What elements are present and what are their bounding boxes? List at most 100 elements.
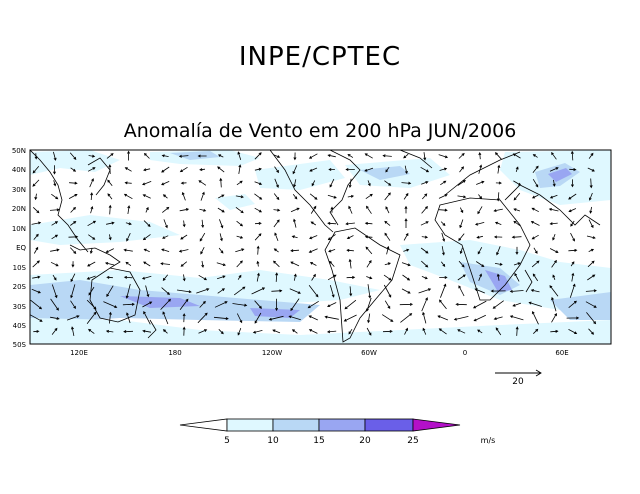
colorbar-segment-gt25 xyxy=(412,418,461,432)
wind-vector-arrow xyxy=(86,299,97,310)
wind-vector-arrow xyxy=(123,275,133,279)
wind-vector-arrow xyxy=(512,302,522,307)
wind-vector-arrow xyxy=(235,206,244,214)
wind-vector-arrow xyxy=(180,181,187,185)
wind-vector-arrow xyxy=(588,248,595,252)
madagascar xyxy=(524,269,533,293)
wind-vector-arrow xyxy=(271,289,283,293)
wind-vector-arrow xyxy=(31,221,42,225)
wind-vector-arrow xyxy=(32,260,40,268)
wind-vector-arrow xyxy=(441,232,446,242)
wind-vector-arrow xyxy=(420,247,429,254)
wind-vector-arrow xyxy=(528,301,542,307)
wind-vector-arrow xyxy=(310,221,317,226)
wind-vector-arrow xyxy=(181,191,186,201)
wind-vector-arrow xyxy=(586,312,597,325)
wind-vector-arrow xyxy=(87,167,96,172)
wind-vector-arrow xyxy=(324,315,339,320)
wind-vector-arrow xyxy=(440,180,447,186)
lat-label-10n: 10N xyxy=(12,225,26,233)
wind-vector-arrow xyxy=(88,286,95,296)
wind-vector-arrow xyxy=(106,285,114,298)
wind-vectors xyxy=(30,150,597,336)
wind-vector-arrow xyxy=(272,329,281,334)
wind-vector-arrow xyxy=(51,284,58,299)
wind-vector-arrow xyxy=(329,284,335,298)
wind-vector-arrow xyxy=(182,326,186,336)
wind-vector-arrow xyxy=(289,288,301,294)
wind-vector-arrow xyxy=(254,300,262,309)
wind-vector-arrow xyxy=(346,235,354,239)
wind-vector-arrow xyxy=(421,260,429,268)
wind-vector-arrow xyxy=(237,151,242,161)
wind-vector-arrow xyxy=(236,235,244,239)
wind-vector-arrow xyxy=(347,153,354,158)
wind-vector-arrow xyxy=(254,233,262,241)
wind-vector-arrow xyxy=(589,206,593,214)
wind-vector-arrow xyxy=(478,273,482,281)
lon-label-120e: 120E xyxy=(70,349,88,357)
wind-vector-arrow xyxy=(514,272,520,282)
wind-vector-arrow xyxy=(366,259,372,268)
wind-vector-arrow xyxy=(549,248,559,253)
wind-vector-arrow xyxy=(366,205,372,214)
wind-vector-arrow xyxy=(288,315,301,321)
wind-vector-arrow xyxy=(383,284,392,298)
wind-vector-arrow xyxy=(254,167,262,171)
wind-vector-arrow xyxy=(532,178,539,188)
wind-vector-arrow xyxy=(291,329,298,334)
wind-vector-arrow xyxy=(32,207,40,214)
lat-label-30n: 30N xyxy=(12,186,26,194)
wind-vector-arrow xyxy=(309,235,318,240)
wind-vector-arrow xyxy=(197,154,207,158)
wind-vector-arrow xyxy=(216,275,226,280)
wind-vector-arrow xyxy=(254,207,263,213)
wind-vector-arrow xyxy=(440,261,446,267)
wind-vector-arrow xyxy=(143,248,150,253)
wind-vector-arrow xyxy=(108,164,112,175)
wind-vector-arrow xyxy=(440,221,446,227)
wind-vector-arrow xyxy=(106,153,114,159)
lon-label-120w: 120W xyxy=(262,349,282,357)
wind-vector-arrow xyxy=(254,193,263,200)
lat-label-eq: EQ xyxy=(16,244,26,252)
wind-vector-arrow xyxy=(458,233,465,242)
wind-vector-arrow xyxy=(404,218,408,228)
wind-vector-arrow xyxy=(71,261,75,268)
wind-vector-arrow xyxy=(182,220,186,228)
wind-vector-arrow xyxy=(178,154,189,158)
wind-vector-arrow xyxy=(123,193,133,200)
wind-vector-arrow xyxy=(273,208,281,212)
wind-vector-arrow xyxy=(274,232,279,242)
wind-vector-arrow xyxy=(293,152,297,161)
colorbar-segment-10-15 xyxy=(272,418,320,432)
colorbar-segment-5-10 xyxy=(226,418,274,432)
wind-vector-arrow xyxy=(309,262,317,266)
wind-vector-arrow xyxy=(588,219,594,229)
lon-label-0: 0 xyxy=(463,349,467,357)
lon-label-180: 180 xyxy=(168,349,181,357)
wind-vector-arrow xyxy=(142,194,151,199)
wind-vector-arrow xyxy=(478,164,483,174)
lat-label-20s: 20S xyxy=(13,283,27,291)
wind-vector-arrow xyxy=(382,329,393,333)
wind-vector-arrow xyxy=(385,166,390,173)
wind-vector-arrow xyxy=(308,248,318,253)
wind-vector-arrow xyxy=(290,261,300,267)
colorbar-tick-5: 5 xyxy=(224,436,230,446)
wind-vector-arrow xyxy=(236,313,243,324)
wind-vector-arrow xyxy=(108,234,112,241)
wind-vector-arrow xyxy=(308,329,318,334)
wind-vector-arrow xyxy=(345,167,355,171)
reference-vector: 20 xyxy=(495,369,542,387)
lat-label-50s: 50S xyxy=(13,341,27,349)
wind-vector-arrow xyxy=(438,154,449,159)
wind-vector-arrow xyxy=(51,327,58,335)
wind-vector-arrow xyxy=(233,286,246,296)
wind-vector-arrow xyxy=(275,272,279,282)
wind-vector-arrow xyxy=(552,179,556,187)
wind-vector-arrow xyxy=(34,193,38,201)
wind-vector-arrow xyxy=(511,235,522,239)
wind-vector-arrow xyxy=(200,191,205,201)
wind-vector-arrow xyxy=(86,311,97,324)
